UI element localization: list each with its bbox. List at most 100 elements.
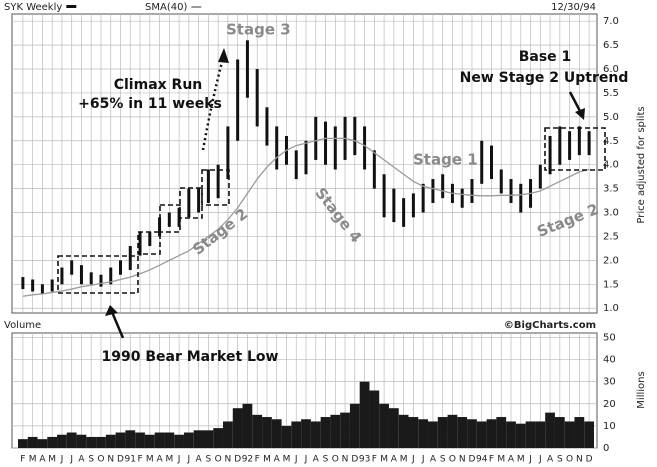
volume-bar [262, 417, 272, 448]
x-tick-label: J [69, 455, 73, 465]
volume-bar [496, 417, 507, 448]
volume-bar [310, 421, 321, 448]
x-tick-label: J [187, 455, 191, 465]
y-tick-label: 4.0 [603, 160, 619, 171]
volume-bar [76, 434, 87, 448]
x-tick-label: 94 [476, 455, 488, 465]
volume-bar [467, 419, 477, 448]
x-tick-label: A [508, 455, 515, 465]
volume-bar [447, 414, 458, 448]
y-tick-label: 7.0 [603, 16, 619, 27]
y-axis-label: Price adjusted for splits [636, 106, 647, 223]
volume-bar [291, 421, 302, 448]
volume-bar [554, 417, 565, 448]
volume-bar [183, 432, 194, 448]
annotation: Climax Run [114, 77, 203, 93]
x-tick-label: M [400, 455, 408, 465]
x-tick-label: F [489, 455, 494, 465]
x-tick-label: N [225, 455, 232, 465]
y-tick-label: 10 [603, 421, 616, 432]
x-tick-label: J [294, 455, 298, 465]
y-tick-label: 20 [603, 399, 616, 410]
volume-bar [154, 432, 165, 448]
x-tick-label: 93 [359, 455, 370, 465]
x-tick-label: A [196, 455, 203, 465]
volume-bar [242, 403, 253, 448]
x-tick-label: D [351, 455, 358, 465]
volume-bar [428, 421, 438, 448]
volume-bar [437, 417, 448, 448]
x-tick-label: N [576, 455, 583, 465]
volume-bar [193, 430, 204, 448]
volume-bar [232, 408, 243, 448]
x-tick-label: M [146, 455, 154, 465]
volume-bar [86, 436, 97, 448]
x-tick-label: J [528, 455, 532, 465]
x-tick-label: M [263, 455, 271, 465]
x-tick-label: F [137, 455, 142, 465]
volume-bar [545, 412, 555, 448]
x-tick-label: S [440, 455, 446, 465]
x-tick-label: M [48, 455, 56, 465]
x-tick-label: O [449, 455, 456, 465]
credit: ©BigCharts.com [504, 320, 596, 331]
y-tick-label: 6.0 [603, 64, 619, 75]
volume-bar [408, 417, 419, 448]
x-tick-label: D [468, 455, 475, 465]
x-tick-label: A [430, 455, 437, 465]
legend-swatch [66, 5, 77, 8]
x-tick-label: A [156, 455, 163, 465]
x-tick-label: O [97, 455, 104, 465]
x-tick-label: F [255, 455, 260, 465]
x-tick-label: O [566, 455, 573, 465]
x-tick-label: M [380, 455, 388, 465]
volume-bar [47, 436, 58, 448]
x-tick-label: F [20, 455, 25, 465]
volume-bar [379, 403, 389, 448]
x-tick-label: S [206, 455, 212, 465]
x-tick-label: N [342, 455, 349, 465]
x-tick-label: A [547, 455, 554, 465]
volume-bar [535, 421, 546, 448]
y-tick-label: 0 [603, 443, 609, 454]
legend-label: SYK Weekly [4, 2, 62, 13]
volume-bar [105, 434, 116, 448]
x-tick-label: J [411, 455, 415, 465]
base-box [57, 255, 139, 294]
volume-bar [369, 390, 380, 448]
plot: 1.0 1.5 2.0 2.5 3.0 3.5 4.0 4.5 5.0 5.5 6.0 6.5 7.0 0… [12, 14, 619, 465]
volume-bar [213, 428, 224, 448]
volume-bar [223, 421, 233, 448]
y-tick-label: 5.5 [603, 88, 619, 99]
volume-bar [359, 381, 370, 448]
volume-bar [584, 421, 594, 448]
x-tick-label: 92 [242, 455, 253, 465]
x-tick-label: O [332, 455, 339, 465]
volume-bar [525, 421, 536, 448]
volume-bar [115, 432, 126, 448]
volume-bar [506, 421, 516, 448]
y-tick-label: 30 [603, 377, 616, 388]
y-tick-label: 40 [603, 355, 616, 366]
x-tick-label: 91 [125, 455, 136, 465]
y-tick-label: 1.0 [603, 303, 619, 314]
volume-bar [18, 439, 28, 448]
volume-bar [388, 408, 399, 448]
volume-bar [203, 430, 214, 448]
volume-bar [564, 421, 575, 448]
volume-bar [66, 432, 77, 448]
x-tick-label: J [60, 455, 64, 465]
volume-bar [515, 423, 526, 448]
y-tick-label: 6.5 [603, 40, 619, 51]
annotation: New Stage 2 Uptrend [460, 70, 629, 86]
arrow-head [105, 305, 118, 316]
x-tick-label: M [283, 455, 291, 465]
volume-bar [574, 417, 585, 448]
volume-bar [349, 403, 360, 448]
base-box [201, 169, 230, 206]
x-tick-label: J [177, 455, 181, 465]
arrow-head [575, 108, 585, 120]
arrow [568, 91, 583, 114]
volume-bar [301, 419, 311, 448]
